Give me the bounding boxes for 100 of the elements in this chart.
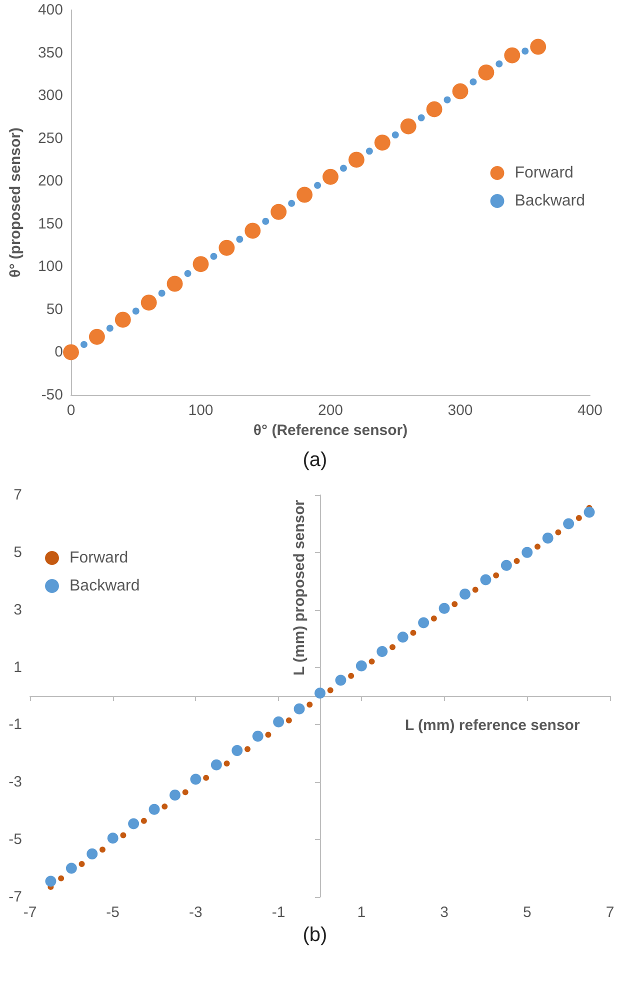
point [190, 774, 202, 785]
y-tick-label: -3 [8, 774, 22, 791]
point [170, 790, 180, 801]
legend-label: Forward [514, 164, 574, 182]
x-tick-label: 3 [440, 904, 448, 921]
point [348, 672, 354, 679]
point [426, 101, 442, 118]
y-tick-label: 150 [38, 215, 63, 232]
y-tick-label: -5 [8, 831, 22, 848]
point [368, 658, 375, 665]
point [182, 789, 188, 796]
point [265, 732, 272, 738]
y-tick-label: 400 [38, 2, 63, 18]
point [88, 328, 105, 345]
point [203, 774, 210, 781]
point [348, 152, 364, 168]
y-tick-label: 3 [14, 601, 22, 618]
point [480, 574, 492, 586]
point [114, 312, 131, 328]
point [58, 875, 64, 882]
text: (a) [302, 448, 328, 473]
point [288, 200, 296, 207]
point [327, 687, 334, 694]
legend-label: Backward [70, 578, 140, 594]
y-tick-label: 5 [14, 544, 22, 561]
point [107, 832, 118, 844]
point [262, 218, 270, 225]
point [340, 164, 347, 172]
point [236, 236, 244, 243]
point [162, 804, 168, 810]
y-axis-title: θ° (proposed sensor) [7, 128, 24, 278]
point [366, 148, 373, 155]
point [493, 572, 500, 578]
y-tick-label: 250 [38, 130, 63, 147]
point [66, 862, 77, 874]
point [504, 47, 520, 64]
point [400, 118, 416, 134]
point [534, 544, 540, 550]
point [322, 168, 338, 185]
y-tick-label: 100 [38, 258, 63, 276]
legend-label: Forward [70, 550, 128, 566]
point [410, 630, 416, 636]
point [563, 518, 574, 530]
point [78, 860, 85, 867]
point [140, 294, 157, 311]
y-tick-label: 7 [14, 486, 22, 504]
point [522, 546, 533, 558]
point [438, 602, 450, 614]
point [470, 78, 477, 86]
point [452, 601, 458, 608]
point [397, 632, 408, 643]
x-tick-label: 100 [188, 402, 214, 419]
point [530, 38, 546, 55]
point [374, 134, 390, 151]
point [270, 204, 287, 220]
legend-label: Backward [514, 192, 585, 210]
text: (b) [302, 923, 328, 948]
y-tick-label: 200 [38, 172, 63, 190]
point [218, 240, 235, 256]
x-axis-title: θ° (Reference sensor) [253, 422, 408, 439]
y-tick-label: 1 [14, 658, 22, 676]
point [390, 644, 396, 650]
point [106, 324, 114, 332]
point [392, 131, 399, 138]
point [166, 276, 183, 292]
point [314, 182, 322, 189]
point [210, 252, 218, 260]
point [452, 83, 468, 100]
x-tick-label: 200 [318, 402, 344, 419]
point [478, 64, 494, 80]
x-tick-label: 7 [606, 904, 614, 921]
point [244, 746, 250, 752]
point [314, 688, 326, 699]
point [158, 290, 166, 297]
point [418, 617, 430, 628]
y-tick-label: -7 [8, 888, 22, 906]
point [500, 560, 512, 571]
point [286, 717, 292, 724]
y-tick-label: 300 [38, 87, 63, 104]
y-tick-label: 350 [38, 44, 63, 62]
point [514, 558, 520, 564]
point [120, 832, 126, 838]
point [522, 48, 529, 55]
point [128, 818, 140, 830]
point [376, 646, 388, 657]
point [80, 341, 88, 348]
point [273, 716, 284, 728]
point [296, 186, 313, 203]
x-tick-label: 300 [448, 402, 473, 419]
point [460, 588, 470, 600]
point [140, 818, 147, 824]
point [100, 846, 106, 853]
point [418, 114, 425, 122]
point [86, 848, 98, 860]
point [244, 222, 261, 239]
point [496, 60, 503, 68]
point [444, 96, 451, 104]
y-tick-label: -1 [8, 716, 22, 734]
point [148, 804, 160, 815]
point [584, 506, 595, 518]
